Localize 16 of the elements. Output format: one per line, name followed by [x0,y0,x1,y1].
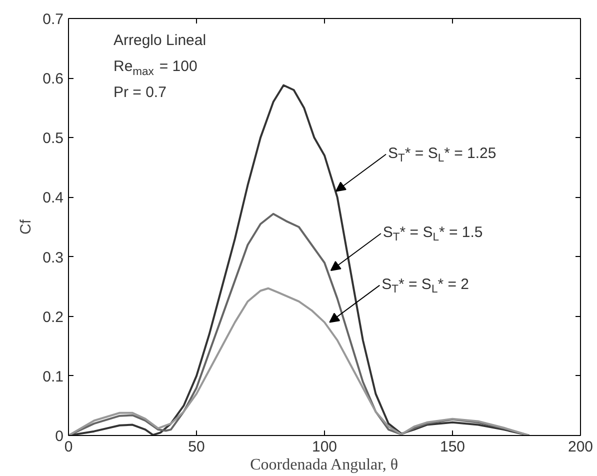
x-tick-label: 50 [188,438,205,456]
y-tick-label: 0.3 [42,249,64,266]
y-tick-label: 0.7 [42,11,64,28]
x-tick-label: 100 [312,438,338,456]
y-axis-title: Cf [18,218,35,234]
y-tick-label: 0.1 [42,368,64,386]
annotation: Arreglo Lineal [114,32,206,49]
x-axis-title: Coordenada Angular, θ [250,456,398,474]
y-tick-label: 0.4 [42,190,64,207]
y-tick-label: 0 [55,428,64,445]
x-tick-label: 200 [568,438,594,456]
x-tick-label: 150 [440,438,466,456]
y-tick-label: 0.5 [42,130,64,148]
y-tick-label: 0.6 [42,70,64,88]
annotation: Pr = 0.7 [114,84,166,101]
y-tick-label: 0.2 [42,308,64,326]
